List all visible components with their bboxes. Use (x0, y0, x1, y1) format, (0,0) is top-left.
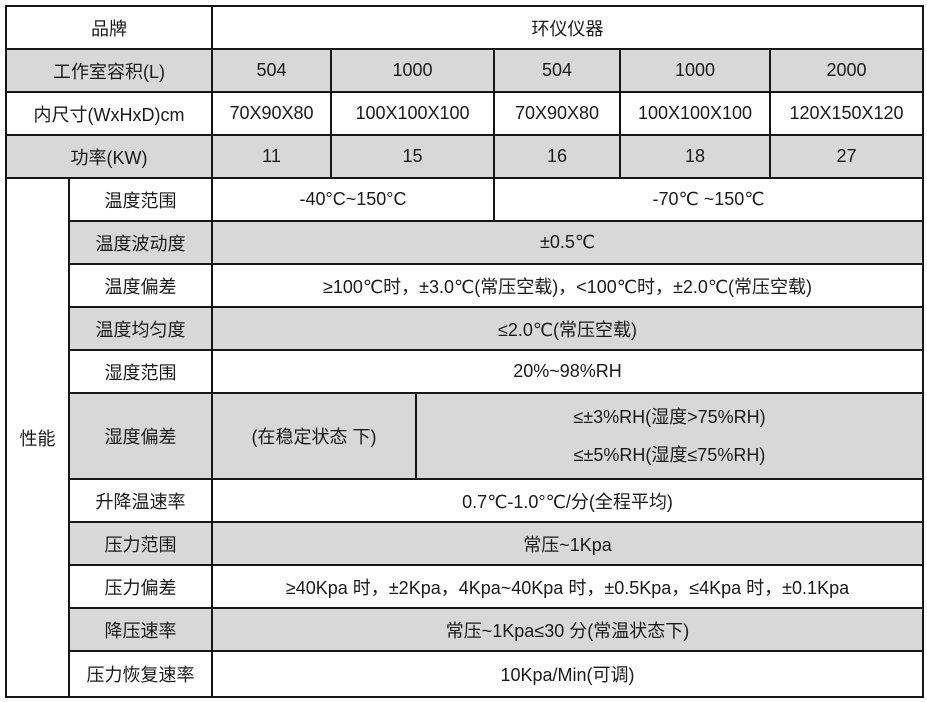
power-value-2: 15 (330, 134, 495, 179)
temp-deviation-row: 温度偏差 ≥100℃时，±3.0℃(常压空载)，<100℃时，±2.0℃(常压空… (6, 263, 924, 308)
humidity-deviation-label: 湿度偏差 (68, 392, 213, 480)
volume-label: 工作室容积(L) (5, 48, 213, 93)
inner-size-value-5: 120X150X120 (769, 91, 924, 136)
volume-value-1: 504 (211, 48, 332, 93)
humidity-deviation-row: 湿度偏差 (在稳定状态 下) ≤±3%RH(湿度>75%RH) ≤±5%RH(湿… (6, 392, 924, 480)
power-label: 功率(KW) (5, 134, 213, 179)
inner-size-value-3: 70X90X80 (493, 91, 621, 136)
volume-value-4: 1000 (619, 48, 771, 93)
ramp-rate-row: 升降温速率 0.7℃-1.0°℃/分(全程平均) (6, 478, 924, 523)
inner-size-label: 内尺寸(WxHxD)cm (5, 91, 213, 136)
pressure-drop-rate-label: 降压速率 (68, 607, 213, 652)
inner-size-value-4: 100X100X100 (619, 91, 771, 136)
temp-range-label: 温度范围 (68, 177, 213, 222)
temp-deviation-label: 温度偏差 (68, 263, 213, 308)
humidity-deviation-condition: (在稳定状态 下) (211, 392, 417, 480)
pressure-range-label: 压力范围 (68, 521, 213, 566)
power-value-1: 11 (211, 134, 332, 179)
power-value-5: 27 (769, 134, 924, 179)
brand-label: 品牌 (5, 5, 213, 50)
humidity-deviation-value: ≤±3%RH(湿度>75%RH) ≤±5%RH(湿度≤75%RH) (415, 392, 924, 480)
temp-uniformity-row: 温度均匀度 ≤2.0℃(常压空载) (6, 306, 924, 351)
temp-uniformity-value: ≤2.0℃(常压空载) (211, 306, 924, 351)
pressure-drop-rate-row: 降压速率 常压~1Kpa≤30 分(常温状态下) (6, 607, 924, 652)
volume-value-5: 2000 (769, 48, 924, 93)
humidity-deviation-line1: ≤±3%RH(湿度>75%RH) (573, 407, 766, 427)
volume-value-3: 504 (493, 48, 621, 93)
temp-fluctuation-row: 温度波动度 ±0.5℃ (6, 220, 924, 265)
brand-value: 环仪仪器 (211, 5, 924, 50)
inner-size-row: 内尺寸(WxHxD)cm 70X90X80 100X100X100 70X90X… (5, 91, 924, 136)
ramp-rate-label: 升降温速率 (68, 478, 213, 523)
pressure-range-row: 压力范围 常压~1Kpa (6, 521, 924, 566)
pressure-deviation-row: 压力偏差 ≥40Kpa 时，±2Kpa，4Kpa~40Kpa 时，±0.5Kpa… (6, 564, 924, 609)
power-value-4: 18 (619, 134, 771, 179)
temp-range-value-right: -70℃ ~150℃ (493, 177, 924, 222)
humidity-deviation-line2: ≤±5%RH(湿度≤75%RH) (573, 445, 766, 465)
humidity-range-label: 湿度范围 (68, 349, 213, 394)
inner-size-value-2: 100X100X100 (330, 91, 495, 136)
brand-row: 品牌 环仪仪器 (5, 5, 924, 50)
pressure-recovery-rate-label: 压力恢复速率 (68, 650, 213, 698)
power-value-3: 16 (493, 134, 621, 179)
pressure-deviation-value: ≥40Kpa 时，±2Kpa，4Kpa~40Kpa 时，±0.5Kpa，≤4Kp… (211, 564, 924, 609)
humidity-range-value: 20%~98%RH (211, 349, 924, 394)
temp-fluctuation-label: 温度波动度 (68, 220, 213, 265)
performance-group-label: 性能 (5, 177, 70, 698)
power-row: 功率(KW) 11 15 16 18 27 (5, 134, 924, 179)
humidity-range-row: 湿度范围 20%~98%RH (6, 349, 924, 394)
pressure-deviation-label: 压力偏差 (68, 564, 213, 609)
pressure-drop-rate-value: 常压~1Kpa≤30 分(常温状态下) (211, 607, 924, 652)
pressure-range-value: 常压~1Kpa (211, 521, 924, 566)
volume-row: 工作室容积(L) 504 1000 504 1000 2000 (5, 48, 924, 93)
inner-size-value-1: 70X90X80 (211, 91, 332, 136)
temp-deviation-value: ≥100℃时，±3.0℃(常压空载)，<100℃时，±2.0℃(常压空载) (211, 263, 924, 308)
pressure-recovery-rate-value: 10Kpa/Min(可调) (211, 650, 924, 698)
temp-fluctuation-value: ±0.5℃ (211, 220, 924, 265)
volume-value-2: 1000 (330, 48, 495, 93)
temp-range-value-left: -40°C~150°C (211, 177, 495, 222)
ramp-rate-value: 0.7℃-1.0°℃/分(全程平均) (211, 478, 924, 523)
temp-uniformity-label: 温度均匀度 (68, 306, 213, 351)
temp-range-row: 性能 温度范围 -40°C~150°C -70℃ ~150℃ (5, 177, 924, 698)
spec-table: 品牌 环仪仪器 工作室容积(L) 504 1000 504 1000 2000 … (5, 5, 924, 698)
pressure-recovery-rate-row: 压力恢复速率 10Kpa/Min(可调) (6, 650, 924, 698)
